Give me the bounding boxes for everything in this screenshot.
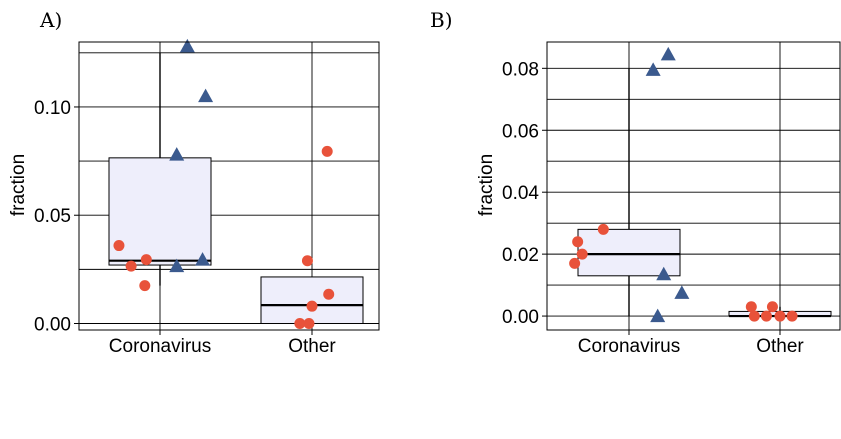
data-point-circle: [113, 240, 125, 252]
plot-frame: [78, 41, 380, 331]
data-point-triangle: [656, 266, 672, 281]
y-tick-label: 0.00: [502, 307, 539, 328]
panel-b: B) fraction 0.00 0.02 0.04 0.06 0.08 Coronavi…: [430, 8, 841, 357]
data-point-triangle: [674, 285, 690, 299]
data-point-circle: [766, 301, 778, 313]
y-tick-label: 0.05: [34, 206, 71, 227]
panel-a-y-axis-title: fraction: [8, 154, 29, 216]
data-point-circle: [760, 310, 772, 322]
panel-a: A) fraction 0.00 0.05 0.10 Coronavirus Other: [8, 8, 380, 357]
data-point-circle: [576, 248, 588, 260]
y-tick-label: 0.00: [34, 315, 71, 336]
y-tick-label: 0.08: [502, 59, 539, 80]
x-tick-label: Coronavirus: [109, 336, 211, 357]
data-point-circle: [303, 318, 315, 330]
data-point-triangle: [169, 258, 185, 273]
data-point-circle: [745, 301, 757, 313]
data-point-circle: [125, 260, 137, 272]
data-point-triangle: [195, 252, 211, 266]
y-tick-label: 0.04: [502, 183, 539, 204]
data-point-circle: [748, 310, 760, 322]
data-point-triangle: [645, 62, 661, 76]
data-point-circle: [323, 288, 335, 300]
x-tick-label: Other: [288, 336, 336, 357]
y-tick-label: 0.02: [502, 245, 539, 266]
data-point-circle: [569, 257, 581, 269]
y-tick-label: 0.06: [502, 121, 539, 142]
data-point-triangle: [198, 88, 214, 103]
data-point-circle: [786, 310, 798, 322]
data-point-triangle: [660, 46, 676, 61]
panel-a-plot-area: 0.00 0.05 0.10 Coronavirus Other: [34, 38, 380, 357]
data-point-circle: [774, 310, 786, 322]
data-point-circle: [597, 223, 609, 235]
panel-b-label: B): [430, 8, 453, 32]
box-iqr: [577, 228, 681, 277]
data-point-circle: [572, 236, 584, 248]
data-point-circle: [301, 255, 313, 267]
data-point-triangle: [169, 147, 185, 161]
data-point-circle: [306, 300, 318, 312]
x-tick-label: Coronavirus: [578, 336, 680, 357]
box-iqr: [260, 276, 364, 325]
data-point-circle: [139, 280, 151, 292]
y-tick-label: 0.10: [34, 98, 71, 119]
data-point-triangle: [650, 308, 666, 323]
panel-a-label: A): [39, 8, 62, 32]
panel-b-y-axis-title: fraction: [476, 154, 497, 216]
panel-b-plot-area: 0.00 0.02 0.04 0.06 0.08 Coronavirus Other: [502, 41, 841, 357]
plot-frame: [546, 41, 841, 331]
data-point-circle: [294, 318, 306, 330]
data-point-circle: [140, 254, 152, 266]
data-point-triangle: [179, 38, 195, 53]
box-iqr: [108, 157, 212, 266]
x-tick-label: Other: [756, 336, 804, 357]
data-point-circle: [321, 145, 333, 157]
